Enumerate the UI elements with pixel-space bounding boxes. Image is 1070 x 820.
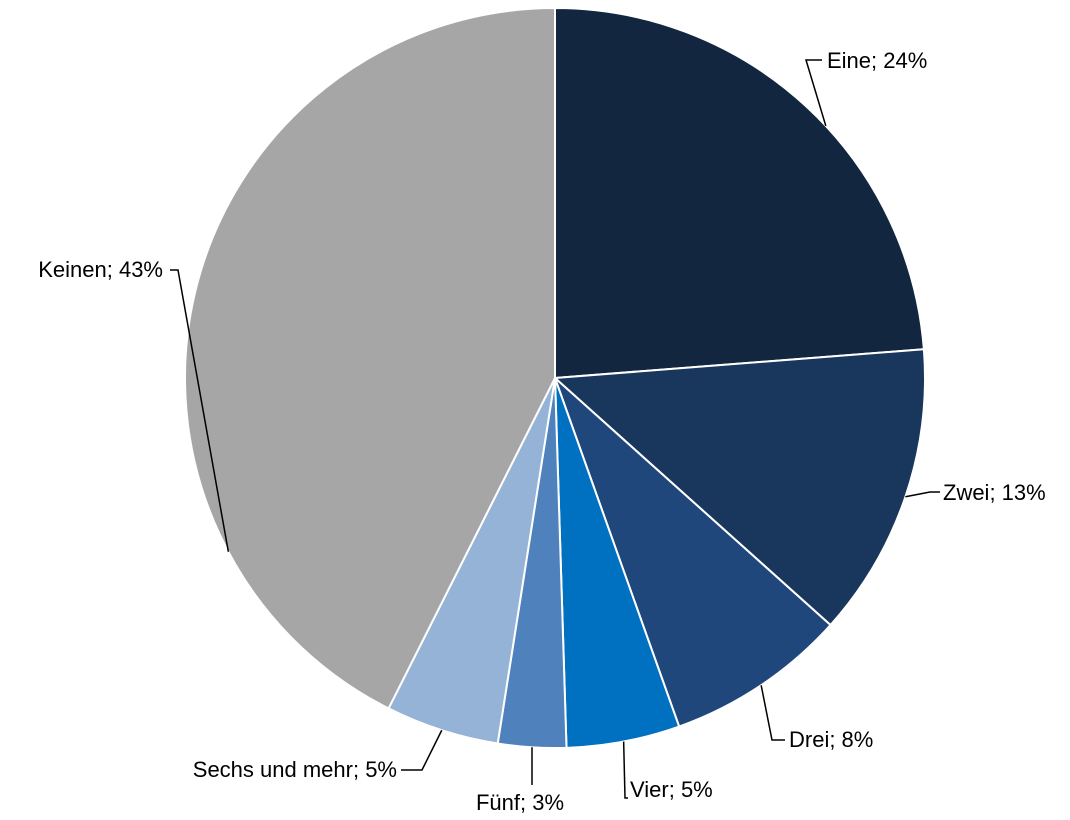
data-label-keinen: Keinen; 43% [38, 257, 163, 282]
pie-slice-eine [554, 6, 925, 380]
data-label-sechs-und-mehr: Sechs und mehr; 5% [193, 757, 397, 782]
data-label-f-nf: Fünf; 3% [476, 790, 564, 815]
pie-slice-keinen [184, 6, 556, 710]
leader-line-eine [804, 59, 827, 127]
leader-line-zwei [905, 491, 940, 498]
leader-line-drei [760, 685, 785, 741]
data-label-eine: Eine; 24% [827, 48, 927, 73]
leader-line-vier [622, 741, 628, 799]
data-label-drei: Drei; 8% [789, 727, 873, 752]
data-labels: Eine; 24% Zwei; 13% Drei; 8% Vier; 5% Fünf; … [38, 48, 1045, 815]
data-label-zwei: Zwei; 13% [943, 480, 1046, 505]
leader-line-keinen [170, 269, 230, 552]
pie-slice-zwei [552, 348, 926, 627]
data-label-vier: Vier; 5% [630, 777, 713, 802]
leader-line-sechs-und-mehr [401, 729, 443, 771]
leader-lines [170, 59, 940, 799]
pie-slices [184, 6, 926, 749]
